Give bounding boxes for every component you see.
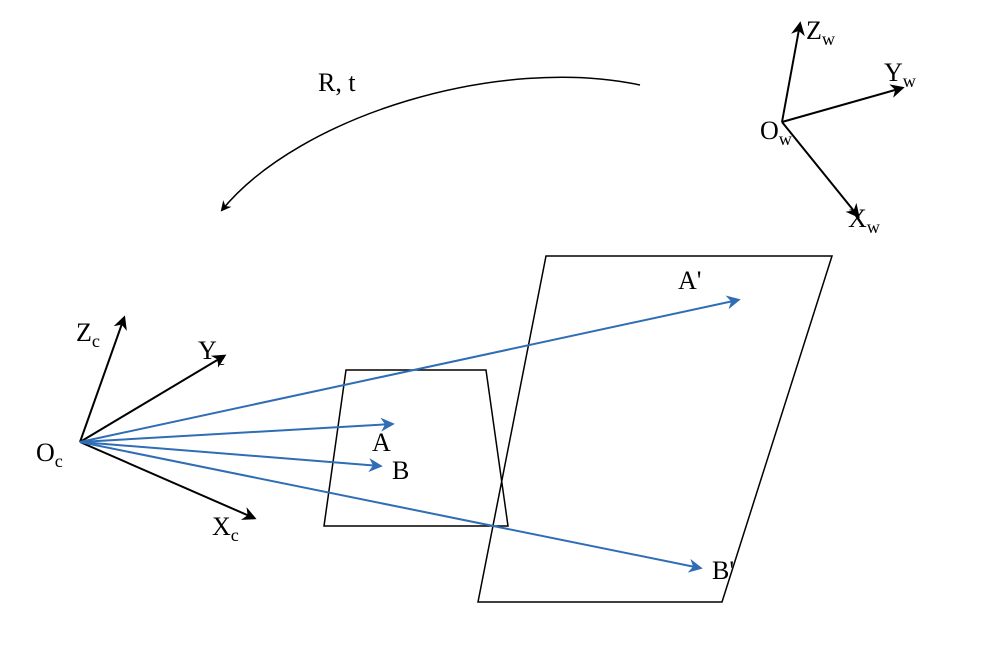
world-frame-axis-z-label: Zw	[806, 16, 835, 50]
camera-frame-origin-label: Oc	[36, 438, 63, 472]
point-b-label: B	[392, 456, 409, 486]
world-frame-axis-y-label: Yw	[884, 58, 916, 92]
world-frame-axis-y	[782, 88, 902, 122]
world-frame-axis-x	[782, 122, 858, 216]
world-frame-origin-label: Ow	[760, 116, 792, 150]
camera-frame-axis-z-label: Zc	[76, 318, 100, 352]
camera-frame-axis-y-label: Yc	[198, 336, 225, 370]
world-frame-axis-z	[782, 24, 800, 122]
world-frame-axis-x-label: Xw	[848, 204, 880, 238]
image-plane	[324, 370, 508, 526]
coordinate-projection-diagram	[0, 0, 1000, 652]
ray-a	[80, 424, 392, 442]
transform-arc	[222, 77, 640, 210]
transform-label: R, t	[318, 68, 356, 98]
ray-a-prime	[80, 300, 738, 442]
point-b-prime-label: B'	[712, 556, 734, 586]
point-a-label: A	[372, 428, 391, 458]
camera-frame-axis-x-label: Xc	[212, 512, 239, 546]
world-plane	[478, 256, 832, 602]
point-a-prime-label: A'	[678, 266, 701, 296]
ray-b-prime	[80, 442, 700, 568]
